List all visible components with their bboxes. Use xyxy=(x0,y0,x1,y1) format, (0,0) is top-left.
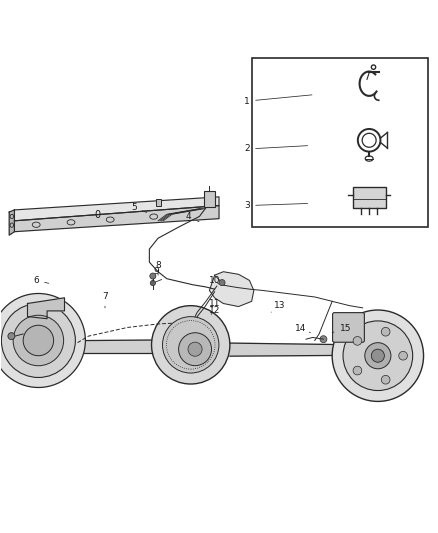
Polygon shape xyxy=(209,272,254,306)
Circle shape xyxy=(219,279,225,286)
Circle shape xyxy=(320,336,327,343)
Text: 10: 10 xyxy=(209,276,220,285)
Polygon shape xyxy=(230,343,358,356)
Text: 2: 2 xyxy=(244,144,307,154)
Text: 14: 14 xyxy=(295,324,311,333)
Circle shape xyxy=(179,333,212,366)
Circle shape xyxy=(353,336,362,345)
Text: 3: 3 xyxy=(244,201,307,210)
Bar xyxy=(252,58,428,228)
Circle shape xyxy=(1,303,75,377)
Circle shape xyxy=(34,336,43,345)
Polygon shape xyxy=(28,298,64,319)
Polygon shape xyxy=(41,340,152,353)
Circle shape xyxy=(150,280,155,286)
Text: 5: 5 xyxy=(131,203,147,213)
Text: 4: 4 xyxy=(186,212,199,222)
Text: 0: 0 xyxy=(94,209,100,220)
Circle shape xyxy=(371,349,385,362)
Text: 1: 1 xyxy=(244,95,312,106)
Text: 7: 7 xyxy=(102,292,108,308)
Text: 11: 11 xyxy=(209,299,220,308)
Circle shape xyxy=(365,343,391,369)
Bar xyxy=(204,191,215,207)
Circle shape xyxy=(13,315,64,366)
Text: 8: 8 xyxy=(155,261,161,275)
Circle shape xyxy=(381,327,390,336)
Text: 6: 6 xyxy=(33,276,49,285)
Polygon shape xyxy=(9,210,14,235)
Circle shape xyxy=(353,366,362,375)
Text: 15: 15 xyxy=(332,324,351,333)
Bar xyxy=(353,187,386,208)
Circle shape xyxy=(23,325,53,356)
Circle shape xyxy=(28,329,49,351)
FancyBboxPatch shape xyxy=(332,313,364,342)
Polygon shape xyxy=(14,206,219,232)
Text: 13: 13 xyxy=(271,301,286,312)
Circle shape xyxy=(150,273,156,279)
Circle shape xyxy=(399,351,407,360)
Polygon shape xyxy=(14,197,219,221)
Circle shape xyxy=(332,310,424,401)
Text: 12: 12 xyxy=(209,305,220,314)
Text: 9: 9 xyxy=(153,267,159,281)
Circle shape xyxy=(152,305,230,384)
Circle shape xyxy=(188,342,202,356)
Bar xyxy=(156,199,161,206)
Circle shape xyxy=(343,321,413,391)
Circle shape xyxy=(0,294,85,387)
Circle shape xyxy=(8,333,15,340)
Circle shape xyxy=(381,375,390,384)
Circle shape xyxy=(162,317,219,373)
